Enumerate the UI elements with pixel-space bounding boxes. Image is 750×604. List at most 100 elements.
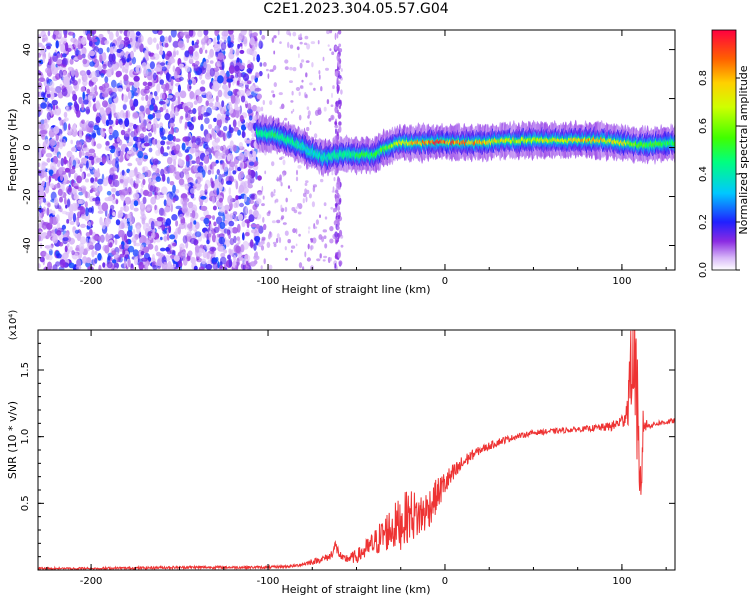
- speckle-dot: [115, 156, 119, 164]
- speckle-dot: [46, 112, 52, 121]
- speckle-dot: [165, 247, 171, 252]
- speckle-dot: [46, 77, 50, 83]
- speckle-dot: [249, 261, 257, 267]
- speckle-dot: [95, 116, 101, 124]
- speckle-dot: [97, 66, 103, 72]
- speckle-dot: [72, 79, 78, 86]
- speckle-dot: [120, 51, 125, 56]
- speckle-dot: [60, 37, 67, 44]
- speckle-dot: [228, 65, 235, 74]
- speckle-dot: [46, 45, 51, 50]
- speckle-dot: [325, 67, 329, 71]
- speckle-dot: [179, 265, 182, 270]
- speckle-dot: [195, 137, 201, 146]
- speckle-dot: [214, 151, 219, 159]
- speckle-dot: [209, 67, 215, 77]
- speckle-dot: [191, 40, 195, 46]
- speckle-dot: [270, 191, 274, 198]
- speckle-dot: [234, 215, 238, 222]
- speckle-dot: [215, 159, 219, 164]
- speckle-dot: [315, 219, 319, 225]
- speckle-dot: [187, 109, 194, 114]
- speckle-dot: [133, 200, 139, 207]
- speckle-dot: [144, 85, 150, 91]
- speckle-dot: [338, 260, 343, 266]
- speckle-dot: [123, 74, 129, 82]
- speckle-dot: [226, 230, 230, 237]
- speckle-dot: [334, 263, 337, 269]
- speckle-dot: [304, 35, 309, 40]
- speckle-dot: [109, 111, 113, 119]
- speckle-dot: [295, 243, 298, 247]
- speckle-dot: [142, 222, 150, 232]
- speckle-dot: [85, 257, 92, 264]
- speckle-dot: [237, 213, 244, 221]
- speckle-dot: [99, 216, 103, 226]
- speckle-dot: [216, 60, 221, 68]
- speckle-dot: [232, 170, 237, 175]
- speckle-dot: [88, 120, 95, 128]
- speckle-dot: [249, 153, 253, 161]
- speckle-dot: [139, 113, 145, 122]
- speckle-dot: [186, 101, 193, 107]
- speckle-dot: [139, 133, 145, 139]
- speckle-dot: [69, 220, 75, 225]
- speckle-dot: [93, 124, 100, 131]
- speckle-dot: [240, 30, 247, 36]
- speckle-dot: [80, 86, 86, 93]
- speckle-dot: [194, 244, 200, 253]
- speckle-dot: [156, 83, 161, 93]
- speckle-dot: [289, 66, 293, 71]
- speckle-dot: [164, 113, 171, 121]
- speckle-dot: [179, 90, 187, 99]
- speckle-dot: [89, 92, 96, 99]
- speckle-dot: [163, 261, 168, 266]
- speckle-dot: [184, 105, 189, 113]
- speckle-dot: [323, 235, 327, 239]
- speckle-dot: [62, 237, 69, 242]
- speckle-dot: [78, 78, 81, 83]
- speckle-dot: [51, 66, 58, 75]
- speckle-dot: [102, 262, 106, 268]
- speckle-dot: [109, 214, 113, 220]
- speckle-dot: [299, 62, 303, 69]
- speckle-dot: [107, 30, 111, 35]
- speckle-dot: [148, 147, 153, 153]
- speckle-dot: [48, 169, 54, 175]
- speckle-dot: [48, 209, 53, 214]
- speckle-dot: [152, 165, 158, 172]
- speckle-dot: [131, 33, 137, 38]
- speckle-dot: [54, 173, 59, 181]
- speckle-dot: [200, 113, 203, 121]
- speckle-dot: [246, 68, 253, 74]
- speckle-dot: [177, 84, 181, 93]
- speckle-dot: [149, 95, 153, 100]
- speckle-dot: [112, 259, 117, 264]
- speckle-dot: [55, 214, 60, 223]
- speckle-dot: [51, 99, 58, 106]
- speckle-dot: [299, 85, 303, 89]
- speckle-dot: [147, 243, 154, 250]
- speckle-dot: [136, 136, 142, 143]
- speckle-dot: [59, 141, 63, 150]
- speckle-dot: [235, 245, 241, 254]
- speckle-dot: [177, 158, 182, 165]
- speckle-dot: [197, 30, 203, 38]
- speckle-dot: [170, 203, 173, 213]
- speckle-dot: [52, 53, 58, 62]
- speckle-dot: [252, 56, 256, 62]
- speckle-dot: [130, 263, 134, 269]
- speckle-dot: [313, 133, 318, 139]
- speckle-dot: [306, 257, 311, 262]
- speckle-dot: [153, 195, 161, 200]
- speckle-dot: [152, 253, 155, 262]
- snr-ylabel: SNR (10 * v/v): [6, 401, 19, 479]
- speckle-dot: [93, 152, 96, 158]
- speckle-dot: [223, 249, 228, 254]
- speckle-dot: [139, 237, 143, 244]
- speckle-dot: [220, 42, 227, 51]
- speckle-dot: [289, 44, 294, 49]
- speckle-dot: [108, 128, 114, 134]
- speckle-dot: [269, 231, 273, 238]
- speckle-dot: [260, 245, 265, 251]
